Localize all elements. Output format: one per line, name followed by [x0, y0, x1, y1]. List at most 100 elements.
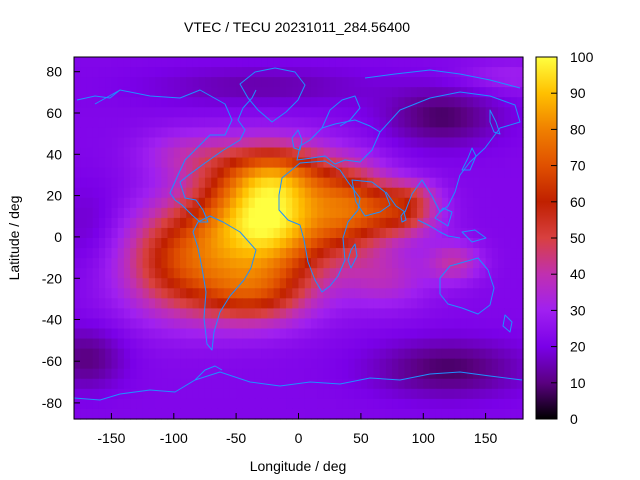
heatmap-cell: [423, 197, 431, 209]
heatmap-cell: [498, 67, 505, 78]
heatmap-cell: [86, 248, 94, 259]
heatmap-cell: [298, 308, 306, 320]
heatmap-cell: [460, 398, 468, 410]
heatmap-cell: [229, 167, 237, 179]
heatmap-cell: [416, 117, 424, 128]
heatmap-cell: [423, 308, 431, 320]
heatmap-cell: [136, 398, 144, 410]
heatmap-cell: [292, 338, 300, 350]
heatmap-cell: [441, 328, 449, 340]
heatmap-cell: [373, 87, 381, 98]
heatmap-cell: [286, 207, 293, 219]
coastline-new-guinea: [461, 229, 487, 243]
heatmap-cell: [448, 197, 456, 209]
heatmap-cell: [229, 318, 237, 330]
heatmap-cell: [148, 157, 156, 169]
heatmap-cell: [498, 308, 505, 320]
heatmap-cell: [448, 97, 456, 108]
heatmap-cell: [142, 87, 150, 98]
heatmap-cell: [323, 227, 331, 239]
heatmap-cell: [510, 358, 518, 370]
heatmap-cell: [385, 117, 393, 128]
heatmap-cell: [323, 197, 331, 209]
heatmap-cell: [473, 258, 480, 269]
heatmap-cell: [466, 408, 474, 420]
heatmap-cell: [86, 127, 94, 139]
heatmap-cell: [310, 227, 318, 239]
heatmap-cell: [504, 338, 512, 350]
y-tick-label: -20: [42, 270, 62, 286]
heatmap-cell: [516, 227, 524, 239]
heatmap-cell: [142, 238, 150, 249]
heatmap-cell: [416, 227, 424, 239]
heatmap-cell: [460, 147, 468, 159]
heatmap-cell: [460, 107, 468, 118]
heatmap-cell: [198, 147, 206, 159]
heatmap-cell: [335, 388, 343, 400]
heatmap-cell: [466, 107, 474, 118]
heatmap-cell: [229, 278, 237, 289]
heatmap-cell: [360, 348, 368, 360]
heatmap-cell: [392, 177, 399, 189]
heatmap-cell: [360, 378, 368, 390]
heatmap-cell: [229, 268, 237, 279]
heatmap-cell: [92, 338, 100, 350]
heatmap-cell: [348, 117, 356, 128]
heatmap-cell: [130, 378, 137, 390]
heatmap-cell: [298, 248, 306, 259]
heatmap-cell: [223, 147, 231, 159]
heatmap-cell: [479, 278, 487, 289]
heatmap-cell: [204, 278, 212, 289]
heatmap-cell: [267, 328, 275, 340]
heatmap-cell: [111, 207, 119, 219]
heatmap-cell: [473, 177, 480, 189]
heatmap-cell: [473, 207, 480, 219]
heatmap-cell: [161, 57, 169, 68]
heatmap-cell: [279, 258, 287, 269]
heatmap-cell: [148, 248, 156, 259]
heatmap-cell: [516, 388, 524, 400]
heatmap-cell: [479, 368, 487, 380]
heatmap-cell: [448, 338, 456, 350]
heatmap-cell: [217, 57, 225, 68]
heatmap-cell: [211, 268, 219, 279]
heatmap-cell: [123, 227, 131, 239]
heatmap-cell: [155, 288, 162, 299]
heatmap-cell: [448, 288, 456, 299]
heatmap-cell: [248, 147, 256, 159]
heatmap-cell: [242, 378, 250, 390]
heatmap-cell: [242, 318, 250, 330]
heatmap-cell: [242, 388, 250, 400]
heatmap-cell: [485, 348, 493, 360]
heatmap-cell: [516, 207, 524, 219]
heatmap-cell: [410, 328, 418, 340]
heatmap-cell: [92, 248, 100, 259]
heatmap-cell: [198, 117, 206, 128]
heatmap-cell: [142, 217, 150, 229]
heatmap-cell: [267, 268, 275, 279]
heatmap-cell: [473, 328, 480, 340]
heatmap-cell: [204, 227, 212, 239]
heatmap-cell: [80, 238, 88, 249]
heatmap-cell: [335, 278, 343, 289]
heatmap-cell: [261, 97, 268, 108]
heatmap-cell: [466, 298, 474, 309]
heatmap-cell: [367, 107, 374, 118]
heatmap-cell: [410, 87, 418, 98]
heatmap-cell: [410, 137, 418, 149]
heatmap-cell: [348, 197, 356, 209]
heatmap-cell: [117, 227, 125, 239]
heatmap-cell: [441, 368, 449, 380]
heatmap-cell: [466, 238, 474, 249]
heatmap-cell: [498, 197, 505, 209]
heatmap-cell: [98, 268, 106, 279]
heatmap-cell: [223, 378, 231, 390]
heatmap-cell: [398, 197, 406, 209]
heatmap-cell: [204, 368, 212, 380]
heatmap-cell: [516, 97, 524, 108]
heatmap-cell: [273, 177, 281, 189]
heatmap-cell: [354, 318, 362, 330]
heatmap-cell: [335, 197, 343, 209]
heatmap-cell: [317, 288, 325, 299]
heatmap-cell: [142, 197, 150, 209]
